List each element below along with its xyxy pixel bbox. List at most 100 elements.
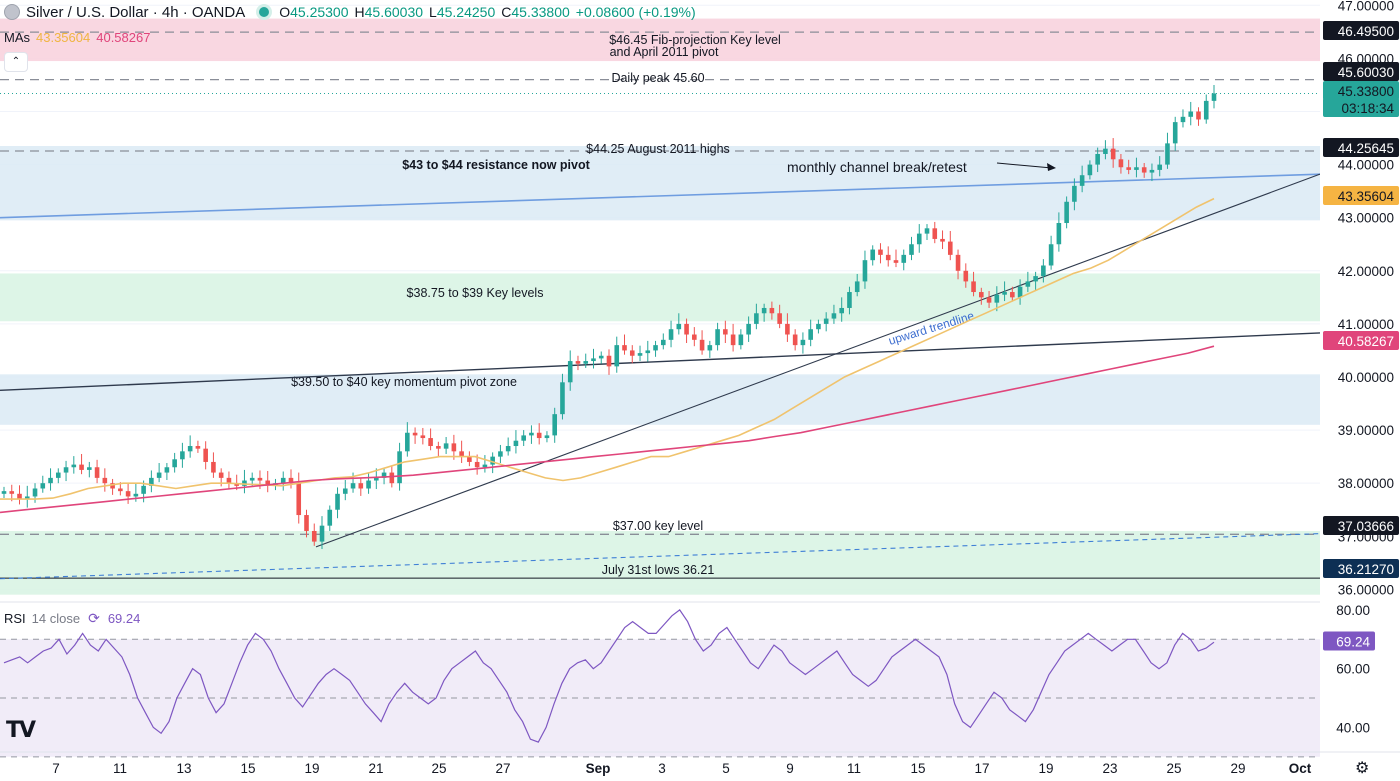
candle-body [792, 334, 798, 346]
candle-body [808, 329, 813, 340]
candle-body [668, 329, 674, 340]
candle-body [723, 329, 728, 335]
annotation-arrowhead [1047, 163, 1056, 171]
candle-body [583, 361, 589, 364]
candle-body [257, 477, 263, 481]
candle-body [878, 249, 883, 255]
candle-body [839, 307, 844, 314]
candle-body [24, 496, 30, 500]
mas-label: MAs [4, 29, 30, 45]
candle-body [180, 451, 185, 460]
candle-body [1203, 100, 1209, 120]
candle-body [48, 477, 53, 484]
candle-body [1, 491, 7, 494]
candle-body [1033, 276, 1038, 282]
y-tick-label: 40.00000 [1338, 370, 1394, 385]
x-tick-label: 15 [910, 761, 925, 776]
candle-body [645, 350, 651, 354]
candle-body [428, 438, 433, 447]
rsi-line [3, 609, 1215, 743]
upward-trendline [315, 173, 1321, 548]
candle-body [986, 297, 992, 303]
candle-body [420, 435, 426, 439]
candle-body [893, 260, 899, 263]
candle-body [823, 318, 829, 324]
collapse-legend-button[interactable]: ⌃ [4, 52, 28, 72]
price-label-bg [1323, 138, 1399, 157]
candle-body [591, 358, 596, 362]
tradingview-logo[interactable]: TV [6, 718, 36, 743]
gear-icon[interactable]: ⚙ [1355, 760, 1370, 777]
ohlc-high-value: 45.60030 [364, 4, 424, 20]
candle-body [505, 446, 511, 452]
candle-body [715, 329, 720, 346]
candle-body [1103, 148, 1108, 154]
symbol-title[interactable]: Silver / U.S. Dollar · 4h · OANDA [26, 3, 246, 21]
ohlc-open-key: O [279, 4, 291, 20]
candle-body [684, 323, 689, 335]
x-tick-label: 5 [722, 761, 730, 776]
zone-label-resistance: $43 to $44 resistance now pivot [402, 158, 590, 172]
x-tick-label: 11 [847, 761, 861, 776]
ohlc-low-value: 45.24250 [436, 4, 496, 20]
moving-averages-legend[interactable]: MAs 43.35604 40.58267 [0, 26, 156, 48]
candle-body [862, 260, 868, 282]
candle-body [746, 323, 751, 335]
market-status-icon [259, 7, 270, 17]
rsi-value-label: 69.24 [1336, 634, 1370, 649]
price-label-bg [1323, 559, 1399, 578]
y-tick-label: 47.00000 [1338, 0, 1394, 13]
x-tick-label: 19 [304, 761, 319, 776]
candle-body [738, 334, 744, 346]
y-tick-label: 36.00000 [1338, 582, 1394, 597]
x-tick-label: 3 [658, 761, 666, 776]
candle-body [909, 244, 914, 255]
channel-trendline [0, 332, 1321, 391]
y-tick-label: 42.00000 [1338, 264, 1394, 279]
lower-channel-line [0, 533, 1321, 580]
candle-body [87, 467, 92, 470]
candle-body [637, 353, 643, 356]
candle-body [374, 477, 379, 481]
price-label: 40.58267 [1338, 334, 1394, 349]
y-tick-label: 41.00000 [1338, 317, 1394, 332]
candle-body [327, 509, 333, 526]
candle-body [381, 472, 387, 478]
candle-body [1017, 286, 1023, 298]
candle-body [1211, 93, 1217, 101]
candle-body [234, 483, 239, 486]
candle-body [40, 483, 46, 489]
candle-body [133, 493, 139, 497]
candle-body [311, 530, 317, 542]
candle-body [459, 451, 464, 457]
candle-body [971, 281, 976, 293]
rsi-legend[interactable]: RSI 14 close ⟳ 69.24 [0, 607, 140, 629]
x-tick-label: 9 [786, 761, 794, 776]
zone-red [0, 18, 1320, 62]
y-tick-label: 43.00000 [1338, 211, 1394, 226]
zone-label-fib: $46.45 Fib-projection Key level [609, 33, 781, 47]
refresh-icon[interactable]: ⟳ [88, 609, 100, 626]
candle-body [125, 491, 131, 497]
level-label-37: $37.00 key level [613, 519, 703, 533]
candle-body [1041, 265, 1046, 277]
price-axis-bg [1320, 0, 1400, 781]
rsi-label: RSI [4, 610, 26, 626]
candle-body [249, 477, 255, 481]
candle-body [1172, 122, 1178, 144]
x-tick-label: 25 [1166, 761, 1181, 776]
candle-body [1025, 281, 1031, 287]
candle-body [288, 477, 294, 484]
candle-body [490, 456, 495, 465]
candle-body [149, 477, 154, 486]
candle-body [203, 448, 208, 462]
candle-body [521, 435, 526, 441]
candle-body [110, 483, 115, 489]
candle-body [498, 451, 503, 457]
candle-body [1157, 164, 1163, 170]
candle-body [366, 480, 371, 489]
candle-body [195, 446, 201, 449]
candle-body [870, 249, 876, 261]
price-label: 45.33800 [1338, 84, 1394, 99]
